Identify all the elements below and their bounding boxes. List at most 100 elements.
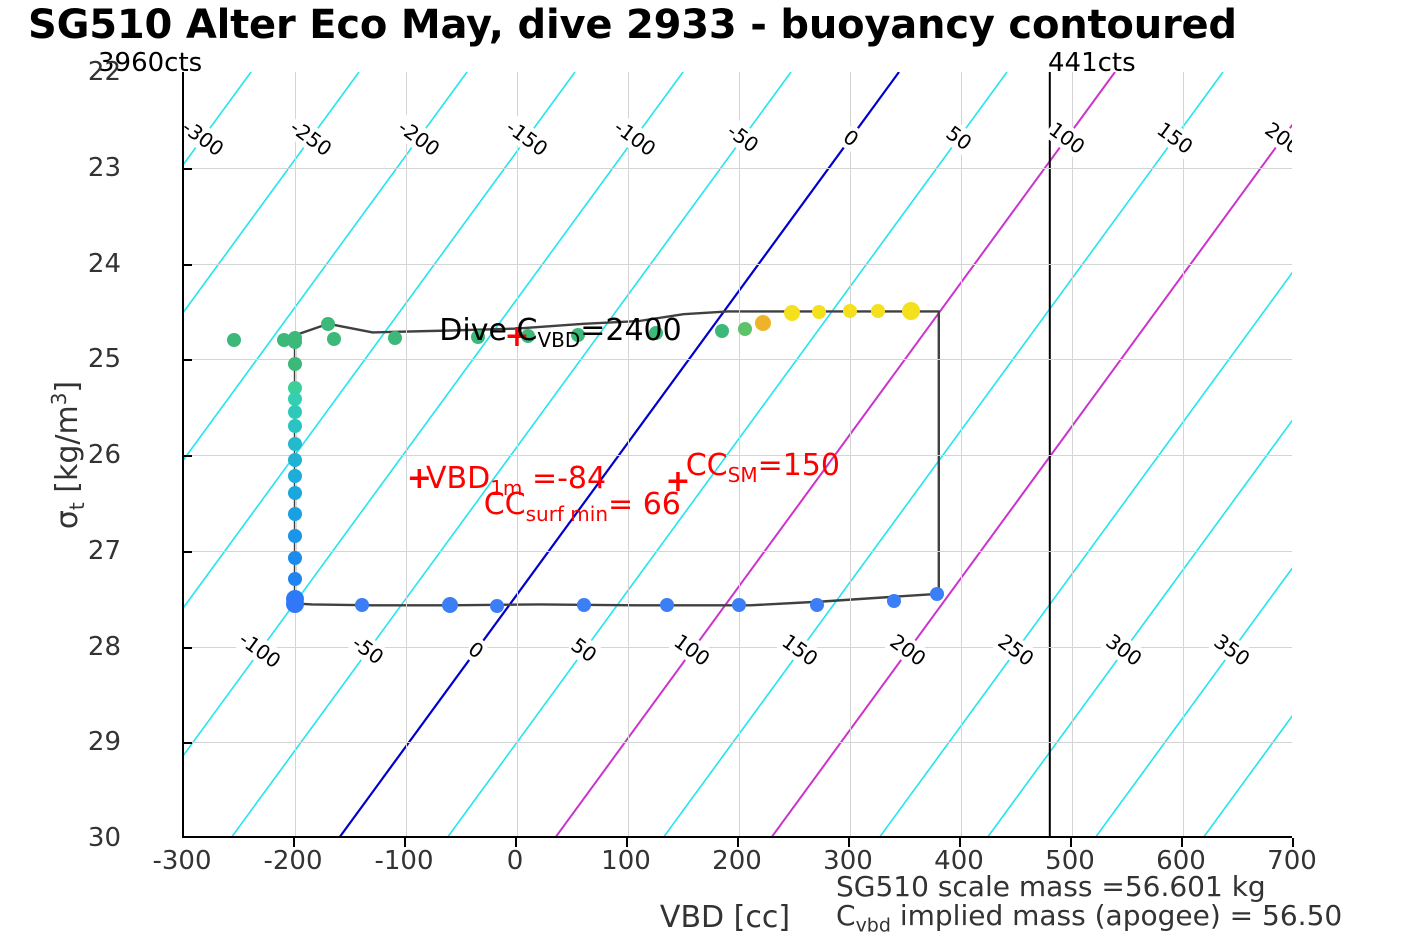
dive-data-point: [737, 321, 752, 336]
cc-sm-text: CC: [685, 448, 728, 484]
dive-data-point: [659, 598, 674, 613]
dive-data-point: [732, 598, 746, 613]
dive-data-point: [471, 330, 486, 345]
dive-data-point: [288, 572, 302, 587]
gridline-horizontal: [184, 263, 1292, 265]
dive-data-point: [902, 302, 921, 321]
y-axis-label-sigma: σ: [50, 510, 85, 530]
dive-data-point: [321, 316, 336, 331]
dive-data-point: [288, 335, 302, 349]
cc-sm-plus: +: [665, 463, 691, 499]
vbd-1m-value: =-84: [522, 460, 607, 496]
left-counts-label: 3960cts: [96, 48, 205, 78]
x-axis-tick-label: 300: [823, 846, 873, 876]
dive-data-point: [354, 598, 369, 613]
dive-data-point: [576, 598, 591, 613]
dive-data-point: [387, 331, 402, 346]
y-axis-tick-label: 29: [87, 727, 121, 758]
x-axis-tick-label: -100: [374, 846, 434, 876]
x-axis-tick-label: 600: [1156, 846, 1206, 876]
gridline-vertical: [1183, 72, 1184, 836]
buoyancy-contour-line: [879, 271, 1292, 836]
dive-data-point: [288, 469, 302, 484]
dive-data-point: [887, 593, 902, 608]
x-axis-tick-label: 500: [1045, 846, 1095, 876]
vbd-1m-sub: 1m: [490, 475, 523, 500]
dive-data-point: [288, 357, 302, 372]
y-axis-tick-label: 28: [87, 631, 121, 662]
x-axis-tick-mark: [293, 838, 295, 847]
dive-data-point: [288, 404, 302, 419]
dive-data-point: [288, 551, 302, 566]
dive-cvbd-value: =2400: [580, 312, 682, 348]
annotation-cc-surf-min: CCsurf min= 66: [484, 487, 681, 526]
gridline-horizontal: [184, 646, 1292, 648]
x-axis-tick-label: 100: [601, 846, 651, 876]
y-axis-tick-mark: [182, 742, 192, 745]
y-axis-tick-label: 22: [87, 57, 121, 87]
dive-data-point: [715, 324, 730, 339]
x-axis-tick-mark: [626, 838, 628, 847]
y-axis-tick-label: 30: [87, 823, 121, 853]
gridline-vertical: [406, 72, 407, 836]
dive-data-point: [648, 326, 663, 341]
dive-data-point: [442, 597, 459, 614]
plot-clip: -300-250-200-150-100-50050100150200-150-…: [184, 72, 1292, 836]
y-axis-tick-label: 24: [87, 248, 121, 279]
dive-data-point: [286, 595, 304, 614]
vbd-1m-text: VBD: [425, 460, 491, 496]
implied-mass-sub: vbd: [855, 914, 891, 937]
dive-data-point: [288, 486, 302, 501]
x-axis-tick-label: 400: [934, 846, 984, 876]
dive-data-point: [521, 329, 536, 344]
y-axis-tick-mark: [182, 263, 192, 266]
dive-data-point: [755, 314, 772, 331]
dive-data-point: [784, 305, 801, 322]
dive-data-point: [490, 599, 505, 614]
x-axis-tick-mark: [737, 838, 739, 847]
y-axis-tick-mark: [182, 359, 192, 362]
cc-surf-min-value: = 66: [608, 486, 681, 522]
dive-data-point: [288, 392, 302, 407]
footer-mass-notes: SG510 scale mass =56.601 kg Cvbd implied…: [836, 872, 1342, 937]
y-axis-tick-mark: [182, 167, 192, 170]
dive-cvbd-sub: VBD: [537, 327, 581, 352]
page-title: SG510 Alter Eco May, dive 2933 - buoyanc…: [28, 2, 1237, 48]
dive-cvbd-plus: +: [504, 319, 530, 355]
scale-mass-line: SG510 scale mass =56.601 kg: [836, 870, 1266, 903]
buoyancy-contour-line: [1095, 567, 1292, 836]
y-axis-tick-mark: [182, 455, 192, 457]
gridline-vertical: [850, 72, 851, 836]
gridline-horizontal: [184, 455, 1292, 456]
dive-data-point: [811, 305, 826, 320]
y-axis-tick-label: 23: [87, 152, 121, 183]
dive-data-point: [288, 507, 302, 522]
implied-mass-text: implied mass (apogee) = 56.50: [890, 899, 1343, 933]
gridline-horizontal: [184, 359, 1292, 361]
x-axis-tick-label: 700: [1267, 846, 1317, 876]
y-axis-label-sub: t: [65, 502, 89, 511]
dive-data-point: [288, 452, 302, 467]
x-axis-tick-mark: [1292, 838, 1294, 847]
x-axis-tick-mark: [1181, 838, 1183, 847]
gridline-horizontal: [184, 550, 1292, 552]
y-axis-tick-mark: [182, 646, 192, 649]
cc-sm-sub: SM: [727, 463, 758, 488]
annotation-vbd-1m: VBD1m =-84: [426, 461, 606, 500]
gridline-horizontal: [184, 742, 1292, 744]
x-axis-tick-label: -300: [152, 846, 212, 876]
cc-sm-value: =150: [757, 448, 840, 484]
x-axis-tick-label: -200: [263, 846, 323, 876]
dive-cvbd-text: Dive C: [439, 312, 538, 348]
y-axis-tick-label: 26: [87, 440, 121, 470]
dive-data-point: [326, 332, 341, 347]
plot-area: -300-250-200-150-100-50050100150200-150-…: [182, 72, 1292, 838]
implied-mass-c: C: [836, 899, 856, 933]
gridline-vertical: [739, 72, 740, 836]
y-axis-label-close: ]: [50, 380, 85, 393]
x-axis-tick-mark: [515, 838, 517, 847]
annotation-dive-cvbd: Dive CVBD=2400: [439, 313, 681, 352]
x-axis-tick-mark: [1070, 838, 1072, 847]
gridline-vertical: [517, 72, 518, 836]
